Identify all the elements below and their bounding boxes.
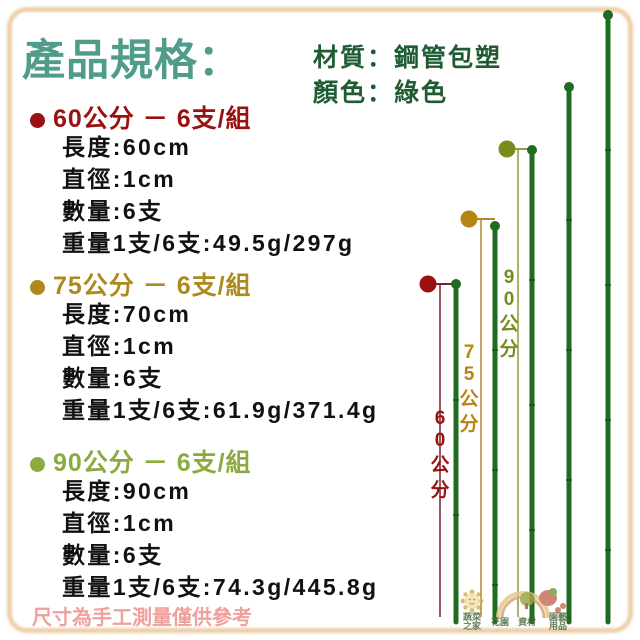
svg-text:花園: 花園 <box>491 616 509 627</box>
svg-text:用品: 用品 <box>548 621 567 631</box>
svg-text:6: 6 <box>435 408 446 429</box>
svg-text:0: 0 <box>435 430 446 451</box>
svg-text:0: 0 <box>504 289 515 310</box>
svg-text:7: 7 <box>464 342 475 363</box>
svg-text:分: 分 <box>430 479 449 501</box>
svg-text:5: 5 <box>464 364 475 385</box>
svg-text:9: 9 <box>504 267 515 288</box>
svg-text:分: 分 <box>499 338 518 360</box>
svg-text:公: 公 <box>459 388 478 410</box>
svg-text:公: 公 <box>430 454 449 476</box>
svg-text:分: 分 <box>459 413 478 435</box>
svg-text:之家: 之家 <box>463 620 482 631</box>
svg-text:公: 公 <box>499 313 518 335</box>
svg-text:資材: 資材 <box>518 616 536 627</box>
